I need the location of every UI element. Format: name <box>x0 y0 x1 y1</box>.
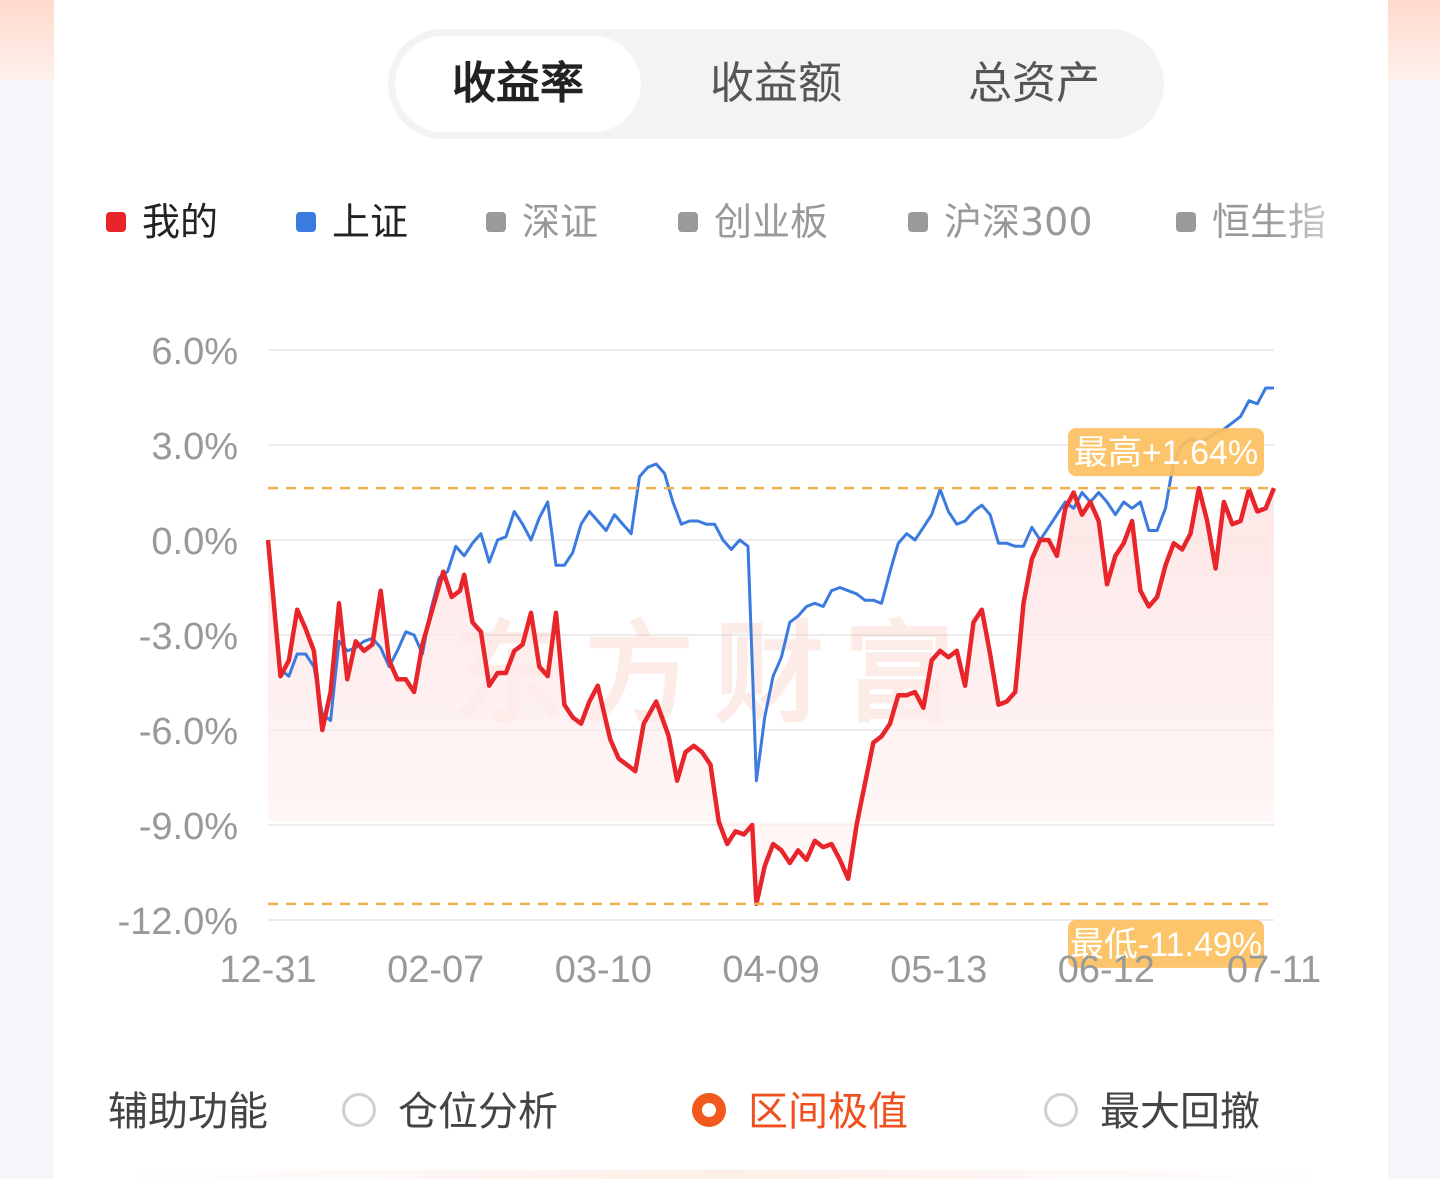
series-line-mine <box>265 485 1277 907</box>
badge-max <box>1068 428 1264 477</box>
x-tick-label: 12-31 <box>219 949 316 991</box>
radio-range-extremes[interactable]: 区间极值 <box>692 1080 908 1144</box>
chart-card: 收益率 收益额 总资产 我的 上证 深证 创业板 沪深300 恒生指 <box>54 0 1388 1179</box>
y-tick-label: -6.0% <box>139 711 238 753</box>
x-tick-label: 02-07 <box>387 949 484 991</box>
legend-label-shenzhen: 深证 <box>522 200 599 244</box>
metric-tab-group: 收益率 收益额 总资产 <box>388 29 1164 139</box>
badge-max-label: 最高+1.64% <box>1074 434 1258 472</box>
x-tick-label: 07-11 <box>1227 949 1321 991</box>
radio-label: 区间极值 <box>748 1089 908 1135</box>
tab-return-amount[interactable]: 收益额 <box>710 58 842 109</box>
area-mine <box>268 488 1274 904</box>
y-tick-label: 0.0% <box>151 521 238 563</box>
tab-return-rate[interactable]: 收益率 <box>395 36 641 132</box>
y-tick-label: 3.0% <box>151 426 238 468</box>
legend-swatch-csi300 <box>908 211 928 232</box>
y-tick-label: -12.0% <box>118 901 238 943</box>
legend-label-shanghai: 上证 <box>332 200 409 244</box>
radio-position-analysis[interactable]: 仓位分析 <box>342 1080 558 1144</box>
legend-label-csi300: 沪深300 <box>944 200 1093 244</box>
badge-min <box>1068 919 1264 968</box>
chart-legend: 我的 上证 深证 创业板 沪深300 恒生指 <box>54 190 1388 254</box>
radio-label: 最大回撤 <box>1100 1089 1260 1135</box>
legend-item-shanghai[interactable]: 上证 <box>296 190 408 254</box>
y-tick-label: -3.0% <box>139 616 238 658</box>
legend-swatch-chinext <box>678 211 698 232</box>
axis-labels: 6.0% 3.0% 0.0% -3.0% -6.0% -9.0% -12.0% 12-31 02… <box>118 331 1322 991</box>
legend-item-shenzhen[interactable]: 深证 <box>486 190 598 254</box>
x-tick-label: 04-09 <box>722 949 819 991</box>
reference-lines: 最高+1.64% 最低-11.49% <box>268 428 1274 968</box>
legend-swatch-mine <box>106 211 126 232</box>
legend-scroll-fade <box>1268 190 1388 254</box>
return-chart: 东方财富 最高+1.64%最低-11.49% 6.0%3.0%0.0%-3.0%… <box>118 331 1322 991</box>
badge-min-label: 最低-11.49% <box>1070 926 1262 964</box>
aux-label: 辅助功能 <box>108 1089 268 1135</box>
legend-label-mine: 我的 <box>142 200 219 244</box>
legend-swatch-hangseng <box>1176 211 1196 232</box>
legend-item-csi300[interactable]: 沪深300 <box>908 190 1093 254</box>
x-tick-label: 05-13 <box>890 949 987 991</box>
legend-label-chinext: 创业板 <box>714 200 829 244</box>
y-tick-label: -9.0% <box>139 806 238 848</box>
legend-swatch-shenzhen <box>486 211 506 232</box>
auxiliary-functions: 辅助功能 仓位分析 区间极值 最大回撤 <box>54 1080 1388 1144</box>
radio-circle-icon <box>342 1093 376 1127</box>
x-tick-label: 03-10 <box>555 949 652 991</box>
legend-swatch-shanghai <box>296 211 316 232</box>
background-edge-right <box>1386 0 1440 80</box>
legend-item-chinext[interactable]: 创业板 <box>678 190 828 254</box>
x-tick-label: 06-12 <box>1058 949 1155 991</box>
line-layer <box>265 386 1277 907</box>
background-edge-left <box>0 0 54 80</box>
radio-max-drawdown[interactable]: 最大回撤 <box>1044 1080 1260 1144</box>
area-layer <box>268 488 1274 904</box>
bottom-decoration <box>124 1170 1324 1179</box>
y-tick-label: 6.0% <box>151 331 238 373</box>
radio-circle-icon <box>1044 1093 1078 1127</box>
radio-label: 仓位分析 <box>398 1089 558 1135</box>
legend-item-mine[interactable]: 我的 <box>106 190 218 254</box>
tab-total-assets[interactable]: 总资产 <box>968 58 1100 109</box>
radio-circle-selected-icon <box>692 1093 726 1127</box>
